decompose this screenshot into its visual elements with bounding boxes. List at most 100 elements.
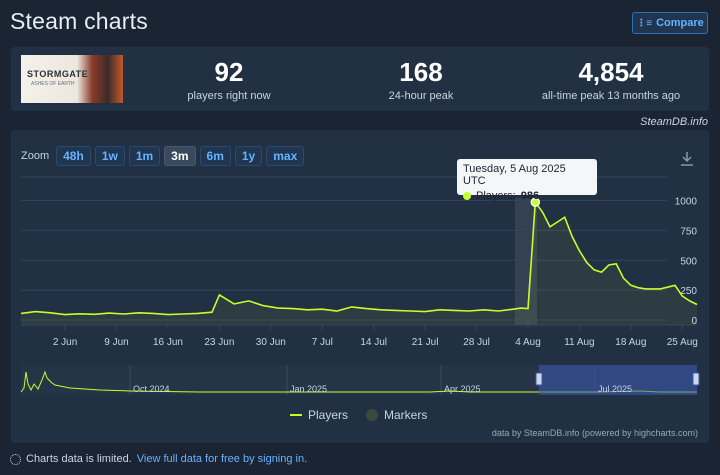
game-logo[interactable]: STORMGATE ASHES OF EARTH xyxy=(21,55,123,103)
y-tick-label: 250 xyxy=(680,286,697,297)
data-point xyxy=(211,311,213,313)
data-point xyxy=(64,314,66,316)
limited-data-icon xyxy=(10,453,21,465)
legend-players-swatch xyxy=(290,414,302,416)
data-point xyxy=(630,285,632,287)
data-point xyxy=(322,308,324,310)
data-point xyxy=(263,305,265,307)
data-point xyxy=(637,287,639,289)
tooltip-series-dot xyxy=(463,192,471,200)
x-tick-label: 28 Jul xyxy=(463,337,490,348)
data-point xyxy=(660,288,662,290)
data-point xyxy=(549,226,551,228)
x-tick-label: 7 Jul xyxy=(312,337,333,348)
data-point xyxy=(197,313,199,315)
peak-24h-label: 24-hour peak xyxy=(388,90,454,102)
players-now-label: players right now xyxy=(187,90,271,102)
navigator-label: Jul 2025 xyxy=(598,384,632,394)
data-point xyxy=(689,300,691,302)
zoom-6m-button[interactable]: 6m xyxy=(199,146,231,166)
legend-item-markers[interactable]: Markers xyxy=(366,408,427,422)
chart-tooltip: Tuesday, 5 Aug 2025 UTC Players: 986 xyxy=(457,159,597,202)
data-point xyxy=(277,307,279,309)
zoom-label: Zoom xyxy=(21,150,50,162)
zoom-1y-button[interactable]: 1y xyxy=(234,146,263,166)
data-point xyxy=(601,271,603,273)
x-tick-label: 9 Jun xyxy=(104,337,128,348)
data-point xyxy=(498,310,500,312)
data-point xyxy=(439,309,441,311)
data-point xyxy=(20,313,22,315)
download-icon[interactable] xyxy=(680,151,694,167)
y-tick-label: 500 xyxy=(680,256,697,267)
stats-card: STORMGATE ASHES OF EARTH 92 players righ… xyxy=(11,47,709,111)
legend-item-players[interactable]: Players xyxy=(290,408,348,422)
data-point xyxy=(336,310,338,312)
data-point xyxy=(138,312,140,314)
compare-button[interactable]: ⋮≡ Compare xyxy=(632,12,708,34)
data-point xyxy=(153,313,155,315)
data-point xyxy=(468,310,470,312)
data-point xyxy=(233,303,235,305)
compare-label: Compare xyxy=(656,17,704,29)
chart-credit[interactable]: data by SteamDB.info (powered by highcha… xyxy=(491,428,698,438)
navigator-selection[interactable] xyxy=(539,365,697,395)
hover-point-marker xyxy=(530,197,541,207)
data-point xyxy=(564,216,566,218)
navigator-left-handle[interactable] xyxy=(535,372,543,386)
x-tick-label: 2 Jun xyxy=(53,337,77,348)
game-logo-subtext: ASHES OF EARTH xyxy=(31,81,75,87)
zoom-max-button[interactable]: max xyxy=(266,146,305,166)
steamdb-link[interactable]: SteamDB.info xyxy=(640,116,708,128)
sign-in-link[interactable]: View full data for free by signing in. xyxy=(136,453,308,465)
data-point xyxy=(292,308,294,310)
game-logo-text: STORMGATE xyxy=(27,69,89,79)
x-tick-label: 18 Aug xyxy=(615,337,646,348)
data-point xyxy=(593,269,595,271)
data-point xyxy=(483,309,485,311)
x-tick-label: 14 Jul xyxy=(360,337,387,348)
x-tick-label: 4 Aug xyxy=(515,337,541,348)
data-point xyxy=(219,294,221,296)
data-point xyxy=(571,236,573,238)
page-title: Steam charts xyxy=(10,8,148,34)
x-tick-label: 11 Aug xyxy=(564,337,594,348)
navigator-label: Oct 2024 xyxy=(133,384,170,394)
y-tick-label: 0 xyxy=(691,316,697,327)
zoom-48h-button[interactable]: 48h xyxy=(56,146,91,166)
data-point xyxy=(424,311,426,313)
data-point xyxy=(527,308,529,310)
players-now-value: 92 xyxy=(214,57,244,87)
zoom-1m-button[interactable]: 1m xyxy=(128,146,161,166)
footer-notice: Charts data is limited. View full data f… xyxy=(10,453,307,465)
peak-24h-value: 168 xyxy=(399,57,443,87)
zoom-3m-button[interactable]: 3m xyxy=(164,146,196,166)
all-time-peak-value: 4,854 xyxy=(578,57,644,87)
legend-markers-swatch xyxy=(366,409,379,421)
data-point xyxy=(351,306,353,308)
zoom-1w-button[interactable]: 1w xyxy=(94,146,125,166)
data-point xyxy=(682,295,684,297)
navigator-label: Apr 2025 xyxy=(444,384,481,394)
x-tick-label: 21 Jul xyxy=(412,337,439,348)
data-point xyxy=(674,285,676,287)
legend-markers-label: Markers xyxy=(384,408,428,422)
data-point xyxy=(586,262,588,264)
data-point xyxy=(410,310,412,312)
navigator-right-handle[interactable] xyxy=(692,372,700,386)
x-tick-label: 25 Aug xyxy=(667,337,698,348)
data-point xyxy=(557,221,559,223)
data-point xyxy=(248,300,250,302)
data-point xyxy=(579,250,581,252)
data-point xyxy=(167,314,169,316)
players-line xyxy=(20,199,698,316)
legend-players-label: Players xyxy=(308,408,349,422)
data-point xyxy=(454,310,456,312)
data-point xyxy=(542,212,544,214)
data-point xyxy=(94,314,96,316)
data-point xyxy=(608,264,610,266)
chart-legend: Players Markers xyxy=(290,408,427,422)
data-point xyxy=(380,309,382,311)
data-point xyxy=(307,309,309,311)
